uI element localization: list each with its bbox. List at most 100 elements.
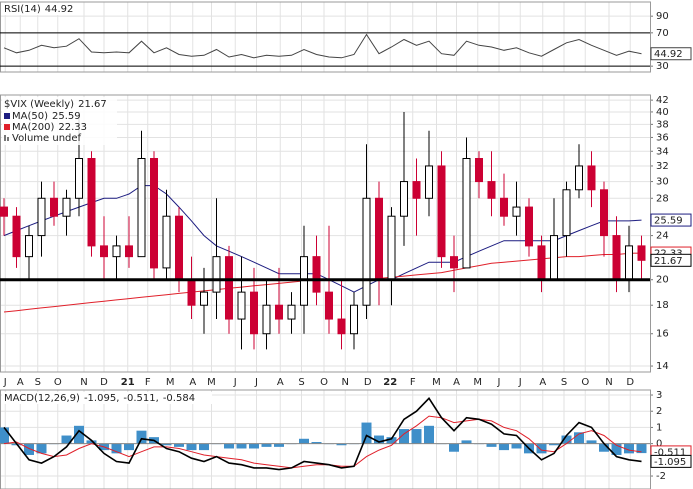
histogram-bar xyxy=(161,443,172,446)
histogram-bar xyxy=(236,443,247,449)
value-tag-box xyxy=(650,454,692,468)
candle-body xyxy=(437,165,446,258)
candle-body xyxy=(312,256,321,293)
value-tag: -1.095 xyxy=(654,457,686,468)
y-tick-label: 90 xyxy=(656,11,669,22)
candle-body xyxy=(475,158,483,183)
x-tick-label: J xyxy=(518,377,522,388)
histogram-bar xyxy=(424,425,434,444)
legend-label: Volume undef xyxy=(12,133,82,144)
x-tick-label: 21 xyxy=(121,377,135,388)
value-tag-box xyxy=(650,253,692,267)
histogram-bar xyxy=(461,440,472,444)
histogram-bar xyxy=(499,443,509,451)
candle-body xyxy=(487,181,496,199)
candle-body xyxy=(287,304,296,320)
histogram-bar xyxy=(124,443,134,451)
histogram-bar xyxy=(599,443,609,452)
legend-value: 22.33 xyxy=(58,122,87,133)
candle-body xyxy=(137,158,146,258)
histogram-bar xyxy=(0,427,9,444)
candle-body xyxy=(125,245,133,258)
panel-title: $VIX (Weekly) xyxy=(4,99,74,110)
histogram-bar xyxy=(274,443,284,447)
y-tick-label: 28 xyxy=(656,193,669,204)
histogram-bar xyxy=(186,443,197,451)
candle-body xyxy=(150,158,158,269)
legend-label: MA(200) xyxy=(12,122,54,133)
macd-line xyxy=(3,415,642,469)
candle-body xyxy=(587,165,596,191)
x-tick-label: M xyxy=(473,377,482,388)
histogram-bar xyxy=(399,429,409,444)
candle-body xyxy=(350,304,358,335)
histogram-bar xyxy=(511,443,522,449)
title-bg xyxy=(2,392,212,404)
histogram-bar xyxy=(386,437,397,444)
histogram-bar xyxy=(261,443,272,447)
histogram-bar xyxy=(311,442,322,444)
candle-body xyxy=(450,256,458,269)
candle-body xyxy=(25,235,33,258)
x-tick-label: A xyxy=(453,377,460,388)
value-tag: -0.511 xyxy=(654,447,686,458)
x-tick-label: A xyxy=(17,377,24,388)
candle-body xyxy=(87,158,96,247)
histogram-bar xyxy=(586,440,597,444)
candle-body xyxy=(262,304,271,335)
panel-border xyxy=(0,389,651,489)
histogram-bar xyxy=(61,435,72,444)
y-tick-label: 38 xyxy=(656,119,669,130)
candle-body xyxy=(325,291,333,320)
y-tick-label: 3 xyxy=(656,390,662,401)
candle-body xyxy=(425,165,433,199)
y-tick-label: 24 xyxy=(656,231,669,242)
candle-body xyxy=(600,189,608,237)
y-tick-label: -2 xyxy=(656,471,666,482)
x-tick-label: J xyxy=(233,377,237,388)
candle-body xyxy=(525,206,533,247)
candle-body xyxy=(112,245,121,258)
y-tick-label: 34 xyxy=(656,146,669,157)
candle-body xyxy=(612,235,621,281)
title-value: -1.095 xyxy=(84,393,116,404)
candle-body xyxy=(362,197,371,306)
y-tick-label: 18 xyxy=(656,300,669,311)
x-tick-label: A xyxy=(277,377,284,388)
x-tick-label: O xyxy=(581,377,589,388)
candle-body xyxy=(387,215,396,281)
histogram-bar xyxy=(111,443,122,454)
x-tick-label: D xyxy=(364,377,372,388)
candle-body xyxy=(550,235,558,281)
histogram-bar xyxy=(136,430,147,444)
x-tick-label: 22 xyxy=(383,377,397,388)
title-value: 21.67 xyxy=(78,99,107,110)
x-tick-label: A xyxy=(189,377,196,388)
legend-swatch xyxy=(4,124,10,130)
y-tick-label: 42 xyxy=(656,95,669,106)
candle-body xyxy=(637,245,646,261)
legend-swatch xyxy=(7,137,9,141)
panel-title: RSI(14) xyxy=(4,4,41,15)
macd-line xyxy=(3,397,642,471)
y-tick-label: 20 xyxy=(656,275,669,286)
x-tick-label: N xyxy=(80,377,87,388)
y-tick-label: 0 xyxy=(656,439,662,450)
value-tag: 44.92 xyxy=(654,49,683,60)
y-tick-label: 40 xyxy=(656,107,669,118)
candle-body xyxy=(62,197,71,217)
legend-label: MA(50) xyxy=(12,111,48,122)
histogram-bar xyxy=(611,443,622,455)
x-tick-label: M xyxy=(207,377,216,388)
title-value: -0.584 xyxy=(163,393,195,404)
x-tick-label: O xyxy=(54,377,62,388)
ma-line xyxy=(3,252,642,313)
candle-body xyxy=(37,197,46,237)
candle-body xyxy=(200,291,208,306)
histogram-bar xyxy=(249,443,259,449)
x-tick-label: M xyxy=(166,377,175,388)
candle-body xyxy=(462,158,471,269)
histogram-bar xyxy=(299,438,309,444)
candle-body xyxy=(275,304,283,320)
